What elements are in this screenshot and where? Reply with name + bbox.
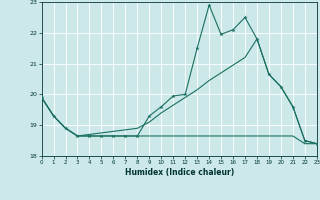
X-axis label: Humidex (Indice chaleur): Humidex (Indice chaleur) — [124, 168, 234, 177]
